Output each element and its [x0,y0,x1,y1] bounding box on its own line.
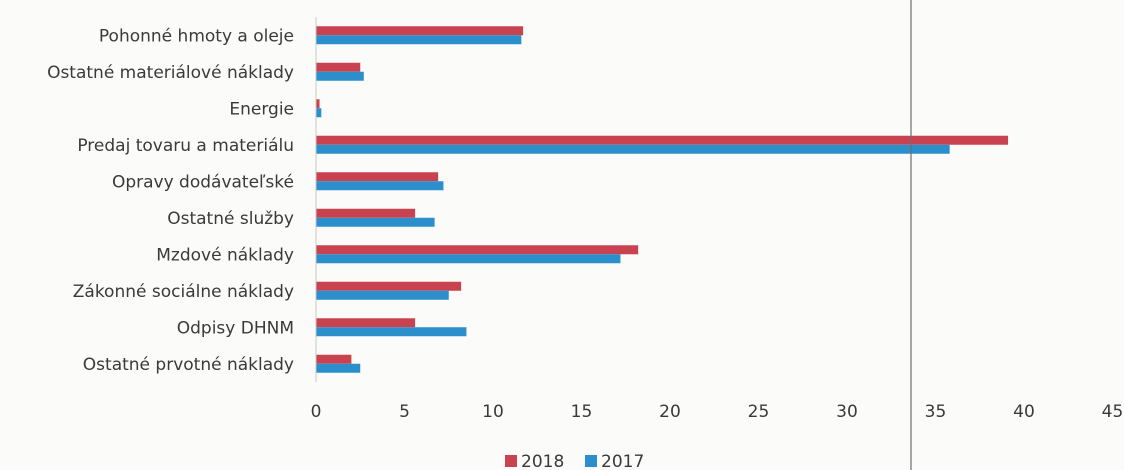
x-tick-label: 25 [748,402,770,422]
x-tick-label: 10 [482,402,504,422]
x-tick-label: 45 [1102,402,1124,422]
category-label: Energie [229,99,294,119]
bar-2018-7 [316,281,462,291]
category-label: Opravy dodávateľské [112,172,294,192]
bar-2018-3 [316,135,1009,145]
x-tick-label: 0 [311,402,322,422]
bar-2017-2 [316,108,322,118]
bar-2018-6 [316,245,639,255]
bar-2018-0 [316,26,524,36]
bars-group [316,26,1009,373]
bar-2017-0 [316,35,522,45]
bar-2018-1 [316,62,361,72]
x-tick-labels: 0 5 10 15 20 25 30 35 40 45 [311,402,1124,422]
bar-2017-4 [316,181,444,191]
category-labels: Pohonné hmoty a oleje Ostatné materiálové… [47,26,294,375]
category-label: Ostatné materiálové náklady [47,63,294,83]
x-tick-label: 35 [925,402,947,422]
category-label: Ostatné služby [167,209,294,229]
bar-2017-5 [316,217,435,227]
bar-2018-8 [316,318,416,328]
x-tick-label: 20 [659,402,681,422]
legend-swatch-2018 [505,455,517,467]
x-tick-label: 15 [571,402,593,422]
bar-2017-7 [316,290,449,300]
category-label: Pohonné hmoty a oleje [99,26,294,46]
legend-label-2018: 2018 [521,452,564,470]
category-label: Mzdové náklady [156,245,294,265]
bar-2018-5 [316,208,416,218]
category-label: Zákonné sociálne náklady [73,282,294,302]
legend: 2018 2017 [505,452,644,470]
bar-2017-8 [316,327,467,337]
legend-label-2017: 2017 [601,452,644,470]
category-label: Predaj tovaru a materiálu [77,136,294,156]
bar-2017-3 [316,144,950,154]
category-label: Ostatné prvotné náklady [83,355,294,375]
bar-2017-1 [316,71,364,81]
legend-swatch-2017 [585,455,597,467]
bar-2017-9 [316,363,361,373]
category-label: Odpisy DHNM [177,318,294,338]
x-tick-label: 40 [1013,402,1035,422]
bar-2018-2 [316,99,320,109]
bar-2018-9 [316,354,352,364]
bar-2017-6 [316,254,621,264]
x-tick-label: 5 [399,402,410,422]
bar-2018-4 [316,172,439,182]
x-tick-label: 30 [836,402,858,422]
